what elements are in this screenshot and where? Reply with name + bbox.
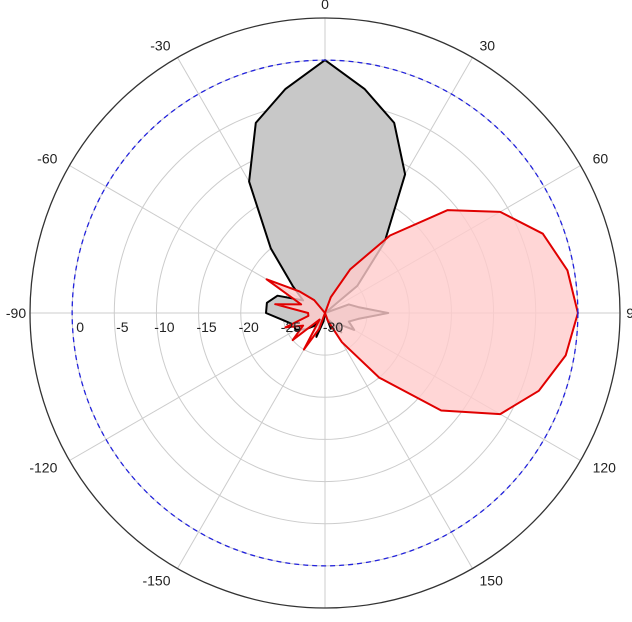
angle-tick-label: -150 bbox=[142, 573, 170, 589]
reference-circle bbox=[71, 59, 579, 567]
radial-tick-label: -30 bbox=[323, 319, 343, 335]
reference-layer bbox=[29, 17, 621, 609]
series-layer bbox=[248, 59, 579, 416]
angle-tick-label: 90 bbox=[626, 305, 632, 321]
radial-tick-label: -20 bbox=[239, 319, 259, 335]
angle-tick-label: 150 bbox=[480, 573, 504, 589]
angle-tick-label: 120 bbox=[593, 460, 617, 476]
angle-tick-label: 60 bbox=[593, 151, 609, 167]
angle-tick-label: -60 bbox=[37, 151, 57, 167]
angle-tick-label: -120 bbox=[29, 460, 57, 476]
angle-tick-label: 0 bbox=[321, 0, 329, 12]
radial-tick-label: -5 bbox=[116, 319, 129, 335]
angle-tick-label: -90 bbox=[6, 305, 26, 321]
radial-tick-label: -25 bbox=[281, 319, 301, 335]
angle-tick-label: 30 bbox=[480, 37, 496, 53]
radial-tick-label: -15 bbox=[196, 319, 216, 335]
outer-circle bbox=[29, 17, 621, 609]
radial-tick-label: -10 bbox=[154, 319, 174, 335]
radial-tick-label: 0 bbox=[76, 319, 84, 335]
series-2-pattern bbox=[265, 209, 579, 416]
angle-tick-label: -30 bbox=[150, 37, 170, 53]
